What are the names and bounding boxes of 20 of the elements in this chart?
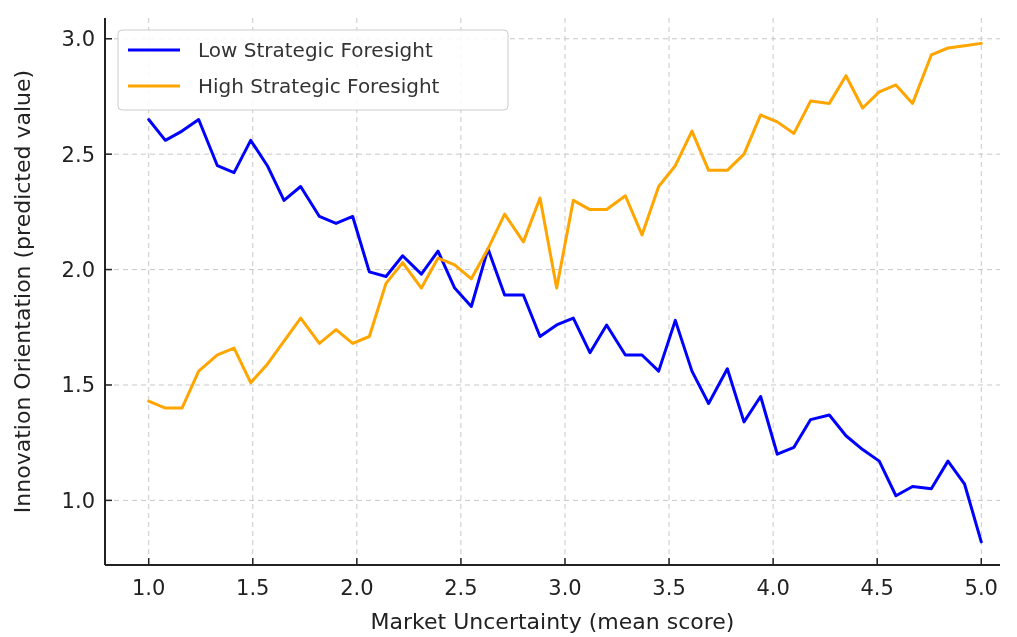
legend-label: Low Strategic Foresight: [198, 38, 433, 62]
x-tick-label: 5.0: [964, 576, 998, 600]
legend-label: High Strategic Foresight: [198, 74, 440, 98]
y-tick-label: 3.0: [61, 27, 95, 52]
line-series: [147, 118, 983, 544]
y-tick-label: 1.5: [61, 373, 95, 398]
x-tick-label: 4.5: [860, 576, 894, 600]
x-tick-label: 2.5: [444, 576, 478, 600]
x-tick-label: 1.5: [236, 576, 270, 600]
x-tick-label: 3.0: [548, 576, 582, 600]
line-series: [147, 41, 983, 410]
y-tick-label: 2.5: [61, 142, 95, 167]
y-tick-label: 1.0: [61, 488, 95, 513]
y-tick-label: 2.0: [61, 257, 95, 282]
x-tick-label: 4.0: [756, 576, 790, 600]
x-tick-label: 2.0: [340, 576, 374, 600]
x-tick-label: 1.0: [132, 576, 166, 600]
x-axis-title: Market Uncertainty (mean score): [370, 609, 735, 634]
x-tick-label: 3.5: [652, 576, 686, 600]
y-axis-title: Innovation Orientation (predicted value): [10, 69, 35, 514]
